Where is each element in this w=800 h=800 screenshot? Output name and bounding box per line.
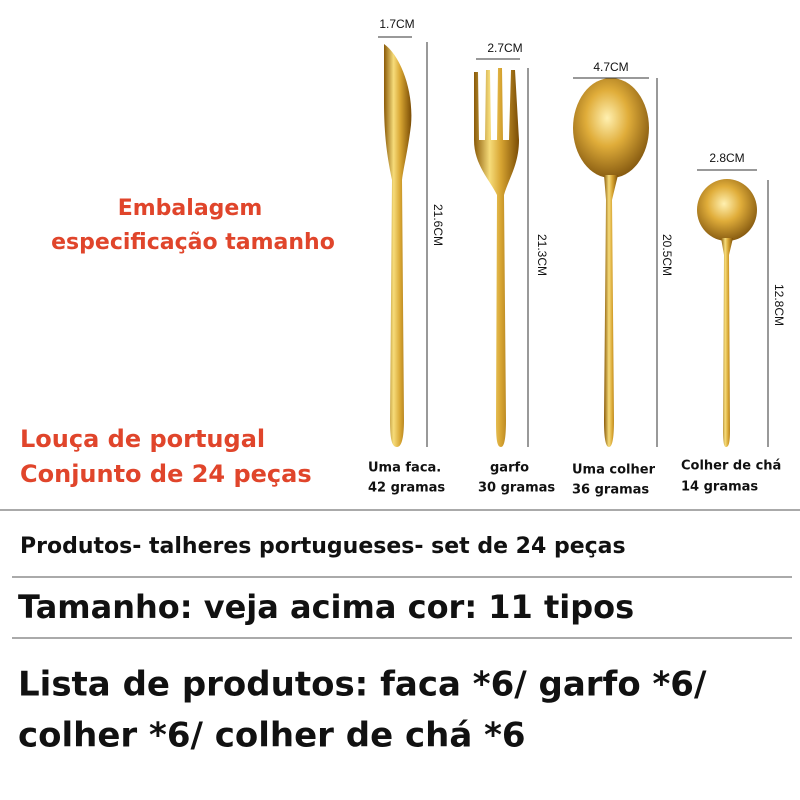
item-name: garfo [490,461,529,476]
width-label: 4.7CM [593,60,628,74]
item-name: Colher de chá [681,459,781,474]
item-name: Uma colher [572,463,656,478]
width-label: 1.7CM [379,17,414,31]
item-weight: 42 gramas [368,481,445,496]
length-label: 12.8CM [772,284,786,326]
item-name: Uma faca. [368,461,441,476]
spec-product: Produtos- talheres portugueses- set de 2… [20,534,626,559]
badge-line: Conjunto de 24 peças [20,460,312,488]
spec-list: colher *6/ colher de chá *6 [18,716,526,756]
badge-line: Louça de portugal [20,425,265,453]
spec-list: Lista de produtos: faca *6/ garfo *6/ [18,665,707,705]
item-weight: 30 gramas [478,481,555,496]
teaspoon-head [697,179,757,241]
fork [474,68,519,447]
length-label: 21.3CM [535,234,549,276]
item-weight: 14 gramas [681,480,758,495]
length-label: 21.6CM [431,204,445,246]
teaspoon-handle [721,238,733,447]
spoon-handle [604,175,618,447]
header-line: especificação tamanho [51,230,335,255]
header-line: Embalagem [118,196,263,221]
length-label: 20.5CM [660,234,674,276]
spec-size: Tamanho: veja acima cor: 11 tipos [18,588,634,626]
width-label: 2.8CM [709,151,744,165]
knife [384,44,412,447]
spoon-head [573,78,649,178]
item-weight: 36 gramas [572,483,649,498]
width-label: 2.7CM [487,41,522,55]
